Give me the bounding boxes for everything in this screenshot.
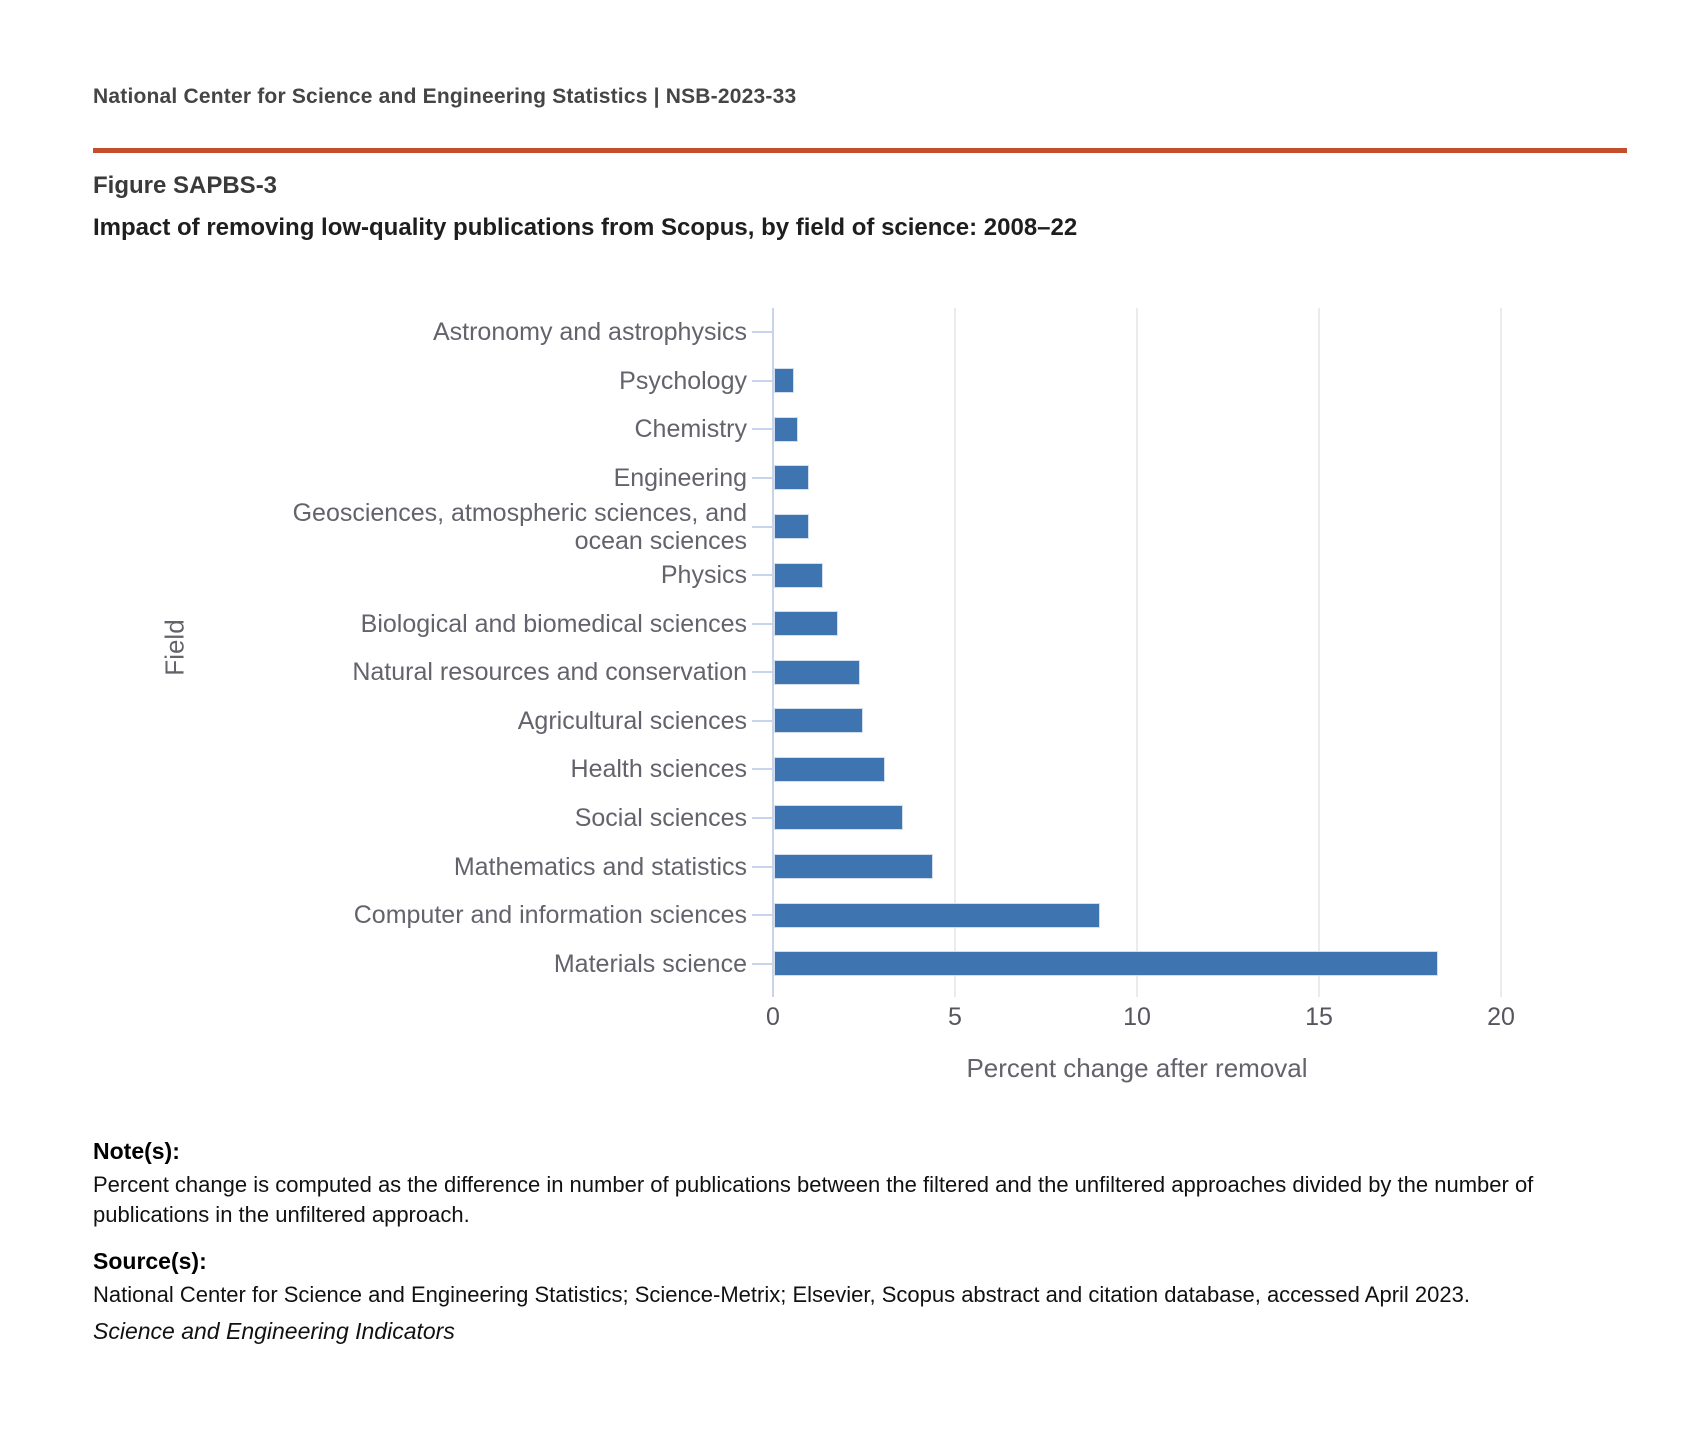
- y-tick: [752, 574, 772, 577]
- sources-text: National Center for Science and Engineer…: [93, 1282, 1470, 1307]
- bar: [775, 903, 1099, 927]
- figure-title: Impact of removing low-quality publicati…: [93, 214, 1078, 241]
- y-tick: [752, 768, 772, 771]
- category-label: Engineering: [613, 463, 747, 492]
- y-tick: [752, 719, 772, 722]
- bar: [775, 757, 885, 781]
- gridline: [1136, 308, 1138, 997]
- y-tick: [752, 525, 772, 528]
- category-label: Astronomy and astrophysics: [432, 318, 747, 347]
- gridline: [954, 308, 956, 997]
- sources-label: Source(s):: [93, 1248, 207, 1274]
- bar: [775, 612, 837, 636]
- y-tick: [752, 914, 772, 917]
- bar-chart: Astronomy and astrophysics Psychology Chem…: [159, 308, 1515, 1083]
- category-label: Physics: [660, 561, 747, 590]
- y-tick: [752, 476, 772, 479]
- notes-text: Percent change is computed as the differ…: [93, 1172, 1534, 1227]
- category-label: Geosciences, atmospheric sciences, and o…: [292, 498, 747, 555]
- bar: [775, 369, 794, 393]
- x-axis-title: Percent change after removal: [966, 1053, 1308, 1083]
- category-label: Natural resources and conservation: [352, 658, 747, 687]
- x-tick-label: 10: [1123, 1003, 1151, 1031]
- category-label: Chemistry: [634, 415, 747, 444]
- bar: [775, 466, 808, 490]
- gridline: [1318, 308, 1320, 997]
- y-tick: [752, 428, 772, 431]
- y-tick: [752, 671, 772, 674]
- category-label: Biological and biomedical sciences: [360, 609, 747, 638]
- bar: [775, 515, 808, 539]
- bar: [775, 417, 797, 441]
- notes-label: Note(s):: [93, 1138, 180, 1164]
- gridline: [1500, 308, 1502, 997]
- x-tick-label: 20: [1487, 1003, 1515, 1031]
- page-header: National Center for Science and Engineer…: [93, 85, 797, 108]
- y-tick: [752, 962, 772, 965]
- y-axis-line: [772, 308, 774, 997]
- bar: [775, 952, 1438, 976]
- x-tick-label: 0: [766, 1003, 780, 1031]
- category-label: Mathematics and statistics: [453, 852, 747, 881]
- y-tick: [752, 865, 772, 868]
- accent-rule: [93, 148, 1627, 153]
- y-tick: [752, 816, 772, 819]
- y-tick: [752, 379, 772, 382]
- bar: [775, 563, 823, 587]
- category-label: Social sciences: [574, 803, 747, 832]
- x-tick-label: 15: [1305, 1003, 1333, 1031]
- y-tick: [752, 331, 772, 334]
- publication-title: Science and Engineering Indicators: [93, 1318, 455, 1344]
- category-label: Agricultural sciences: [517, 706, 747, 735]
- y-axis-title: Field: [159, 619, 190, 676]
- bar: [775, 709, 863, 733]
- figure-number: Figure SAPBS-3: [93, 172, 278, 199]
- bar: [775, 855, 932, 879]
- category-label: Materials science: [553, 949, 747, 978]
- y-tick: [752, 622, 772, 625]
- category-label: Psychology: [619, 366, 747, 395]
- bar: [775, 660, 859, 684]
- category-label: Health sciences: [570, 755, 747, 784]
- x-tick-label: 5: [948, 1003, 962, 1031]
- category-label: Computer and information sciences: [353, 901, 747, 930]
- bar: [775, 806, 903, 830]
